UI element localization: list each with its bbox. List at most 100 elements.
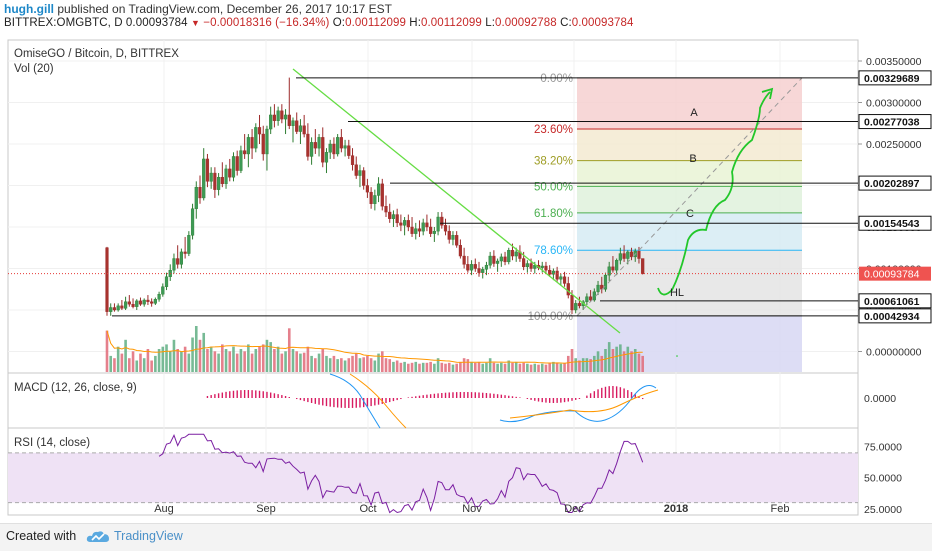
candle xyxy=(458,239,462,259)
volume-bar xyxy=(180,351,183,372)
candle-body xyxy=(618,253,622,261)
candle xyxy=(406,214,410,232)
candle-body xyxy=(436,216,440,232)
candle xyxy=(157,291,161,302)
small-dot xyxy=(676,355,678,357)
candle xyxy=(153,297,157,306)
candle-body xyxy=(269,114,273,130)
candle-body xyxy=(496,260,500,264)
candle xyxy=(198,175,202,204)
candle xyxy=(261,125,265,161)
candle xyxy=(105,246,109,316)
candle xyxy=(469,260,474,276)
candle xyxy=(205,153,210,188)
volume-bar xyxy=(503,363,507,372)
candle-body xyxy=(321,137,325,163)
pane-labels: OmiseGO / Bitcoin, D, BITTREX Vol (20) MAC… xyxy=(14,48,179,449)
candle xyxy=(451,231,455,246)
volume-bar xyxy=(354,353,358,372)
candle-body xyxy=(484,264,489,270)
chart-canvas[interactable]: 0.00% 23.60% 38.20% 50.00% 61.80% 78.60% 100.0… xyxy=(0,0,932,523)
tradingview-brand[interactable]: TradingView xyxy=(114,529,183,543)
candle xyxy=(559,273,563,286)
candle-body xyxy=(458,245,462,257)
candle-body xyxy=(417,228,422,232)
volume-bar xyxy=(206,349,209,372)
candle-body xyxy=(362,170,366,186)
x-tick-5: 2018 xyxy=(664,503,688,515)
footer-bar: Created with TradingView xyxy=(0,523,932,551)
author-link[interactable]: hugh.gill xyxy=(4,2,54,16)
volume-bar xyxy=(254,349,258,372)
level-box-5 xyxy=(858,308,932,324)
macd-pane xyxy=(206,373,659,429)
candle xyxy=(484,261,489,276)
candle-body xyxy=(443,225,448,232)
candle-body xyxy=(190,208,195,236)
candle xyxy=(354,156,358,179)
volume-bar xyxy=(470,361,473,372)
price-tick-0: 0.00350000 xyxy=(866,56,922,68)
volume-bar xyxy=(317,353,321,372)
candle xyxy=(109,303,113,316)
candle-body xyxy=(112,307,117,311)
volume-bar xyxy=(221,344,224,372)
trend-drawings[interactable]: A B C HL xyxy=(8,68,858,357)
fib-retracement[interactable]: 0.00% 23.60% 38.20% 50.00% 61.80% 78.60% 100.0… xyxy=(528,73,802,372)
candle-body xyxy=(164,276,169,287)
candle-body xyxy=(261,133,265,155)
volume-ma-line xyxy=(106,330,643,364)
candle xyxy=(310,137,314,165)
volume-bar xyxy=(291,349,295,372)
x-tick-4: Dec xyxy=(564,503,584,515)
candle-body xyxy=(376,183,381,196)
candle xyxy=(414,222,418,240)
price-axes[interactable]: 0.003500000.003000000.002500000.00200000… xyxy=(154,56,932,516)
candle xyxy=(589,290,593,302)
volume-bar xyxy=(407,363,410,372)
volume-bar xyxy=(161,346,165,372)
candle xyxy=(187,231,191,257)
volume-bar xyxy=(258,346,261,372)
candle-body xyxy=(142,299,146,305)
candle xyxy=(183,236,187,259)
volume-bar xyxy=(589,359,592,372)
last-price-value: 0.00093784 xyxy=(864,269,920,281)
price-tick-1: 0.00300000 xyxy=(866,98,922,110)
candle xyxy=(243,134,247,159)
candle xyxy=(596,280,600,296)
candle xyxy=(369,187,373,209)
volume-bar xyxy=(529,364,533,372)
candle xyxy=(321,127,325,168)
candle xyxy=(488,251,492,269)
candle xyxy=(481,266,485,279)
volume-bar xyxy=(191,337,194,372)
candle xyxy=(622,245,626,262)
candle-body xyxy=(626,251,630,259)
level-box-1 xyxy=(858,114,932,130)
candle xyxy=(365,178,369,198)
volume-bar xyxy=(224,349,228,372)
volume-bar xyxy=(418,363,421,372)
candle xyxy=(432,227,436,242)
candle-body xyxy=(272,114,276,121)
candle xyxy=(548,265,552,277)
volume-bar xyxy=(187,353,191,372)
candle-body xyxy=(551,270,555,275)
candle-body xyxy=(589,296,593,301)
volume-bar xyxy=(366,355,369,372)
candle xyxy=(176,245,180,269)
horizontal-levels[interactable] xyxy=(112,77,858,317)
projection-arrow xyxy=(761,87,774,100)
candle-body xyxy=(388,211,392,219)
rsi-tick-0: 75.0000 xyxy=(864,442,902,454)
volume-bar xyxy=(488,358,492,372)
candle-body xyxy=(116,305,120,311)
candle-body xyxy=(440,216,444,226)
wave-label-3: HL xyxy=(670,287,684,299)
volume-bar xyxy=(105,330,109,372)
volume-bar xyxy=(533,363,537,372)
candle-body xyxy=(146,299,150,302)
volume-bar xyxy=(511,362,514,372)
volume-bar xyxy=(146,349,150,372)
